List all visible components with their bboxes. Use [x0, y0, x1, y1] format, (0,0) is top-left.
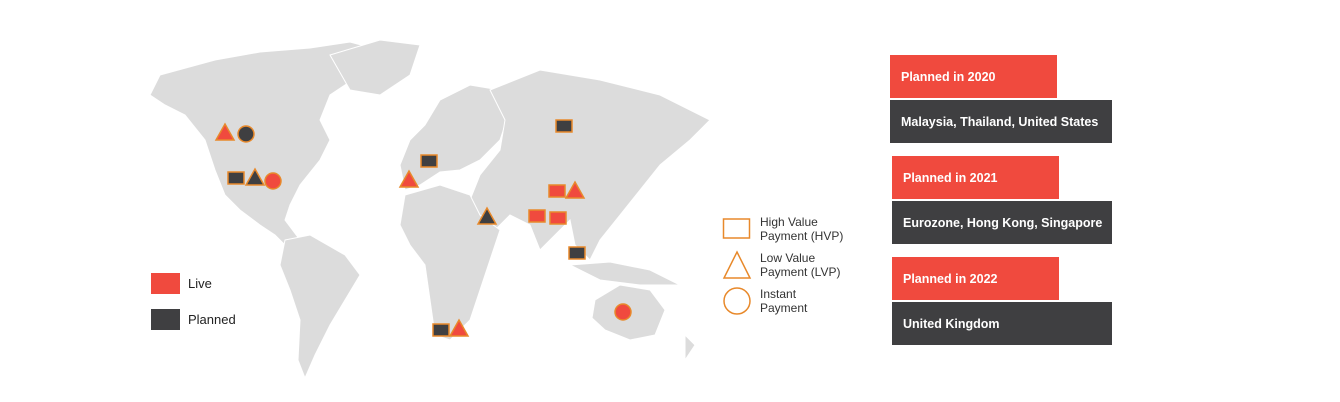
us-planned-square-marker	[227, 171, 245, 185]
south-america	[279, 234, 361, 380]
lvp-label-2: Payment (LVP)	[760, 265, 841, 279]
indonesia	[568, 261, 681, 286]
legend-planned: Planned	[151, 308, 236, 330]
year-label: Planned in 2020	[890, 55, 1057, 98]
instant-label-2: Payment	[760, 301, 808, 315]
year-label: Planned in 2022	[892, 257, 1059, 300]
new-zealand	[684, 333, 696, 362]
countries-label: Eurozone, Hong Kong, Singapore	[892, 201, 1112, 244]
china-live-triangle-marker	[564, 180, 586, 199]
timeline-2021: Planned in 2021 Eurozone, Hong Kong, Sin…	[892, 156, 1112, 244]
year-label: Planned in 2021	[892, 156, 1059, 199]
legend-lvp: Low Value Payment (LVP)	[722, 250, 870, 280]
canada-live-triangle-marker	[214, 122, 236, 141]
countries-label: United Kingdom	[892, 302, 1112, 345]
legend-instant: Instant Payment	[722, 286, 870, 316]
planned-swatch	[151, 308, 180, 330]
hvp-label-1: High Value	[760, 215, 818, 229]
legend-hvp: High Value Payment (HVP)	[722, 214, 870, 244]
north-america	[149, 41, 381, 251]
malaysia-planned-square-marker	[568, 246, 586, 260]
us-planned-triangle-marker	[244, 167, 266, 186]
lvp-label-1: Low Value	[760, 251, 816, 265]
canada-planned-circle-marker	[237, 125, 255, 143]
circle-icon	[723, 287, 751, 315]
china-live-square-marker	[548, 184, 566, 198]
greenland	[329, 39, 421, 96]
us-live-circle-marker	[264, 172, 282, 190]
instant-label-1: Instant	[760, 287, 797, 301]
legend-live: Live	[151, 272, 236, 294]
southafrica-planned-square-marker	[432, 323, 450, 337]
timeline-2022: Planned in 2022 United Kingdom	[892, 257, 1112, 345]
countries-label: Malaysia, Thailand, United States	[890, 100, 1112, 143]
status-legend: Live Planned	[151, 272, 236, 344]
legend-planned-label: Planned	[188, 311, 236, 327]
square-icon	[722, 218, 751, 239]
hvp-label-2: Payment (HVP)	[760, 229, 844, 243]
asia	[469, 69, 711, 261]
southafrica-live-triangle-marker	[448, 318, 470, 337]
rollout-timeline: Planned in 2020 Malaysia, Thailand, Unit…	[890, 55, 1112, 358]
africa	[399, 184, 501, 341]
live-swatch	[151, 272, 180, 294]
saudi-planned-triangle-marker	[476, 206, 498, 225]
russia-planned-square-marker	[555, 119, 573, 133]
triangle-icon	[722, 250, 752, 279]
india-live-square-marker	[549, 211, 567, 225]
australia-live-circle-marker	[614, 303, 632, 321]
payment-type-legend: High Value Payment (HVP) Low Value Payment…	[722, 214, 870, 322]
uk-planned-square-marker	[420, 154, 438, 168]
timeline-2020: Planned in 2020 Malaysia, Thailand, Unit…	[890, 55, 1112, 143]
legend-live-label: Live	[188, 275, 212, 291]
europe-live-triangle-marker	[398, 169, 420, 188]
india-live-square-marker	[528, 209, 546, 223]
